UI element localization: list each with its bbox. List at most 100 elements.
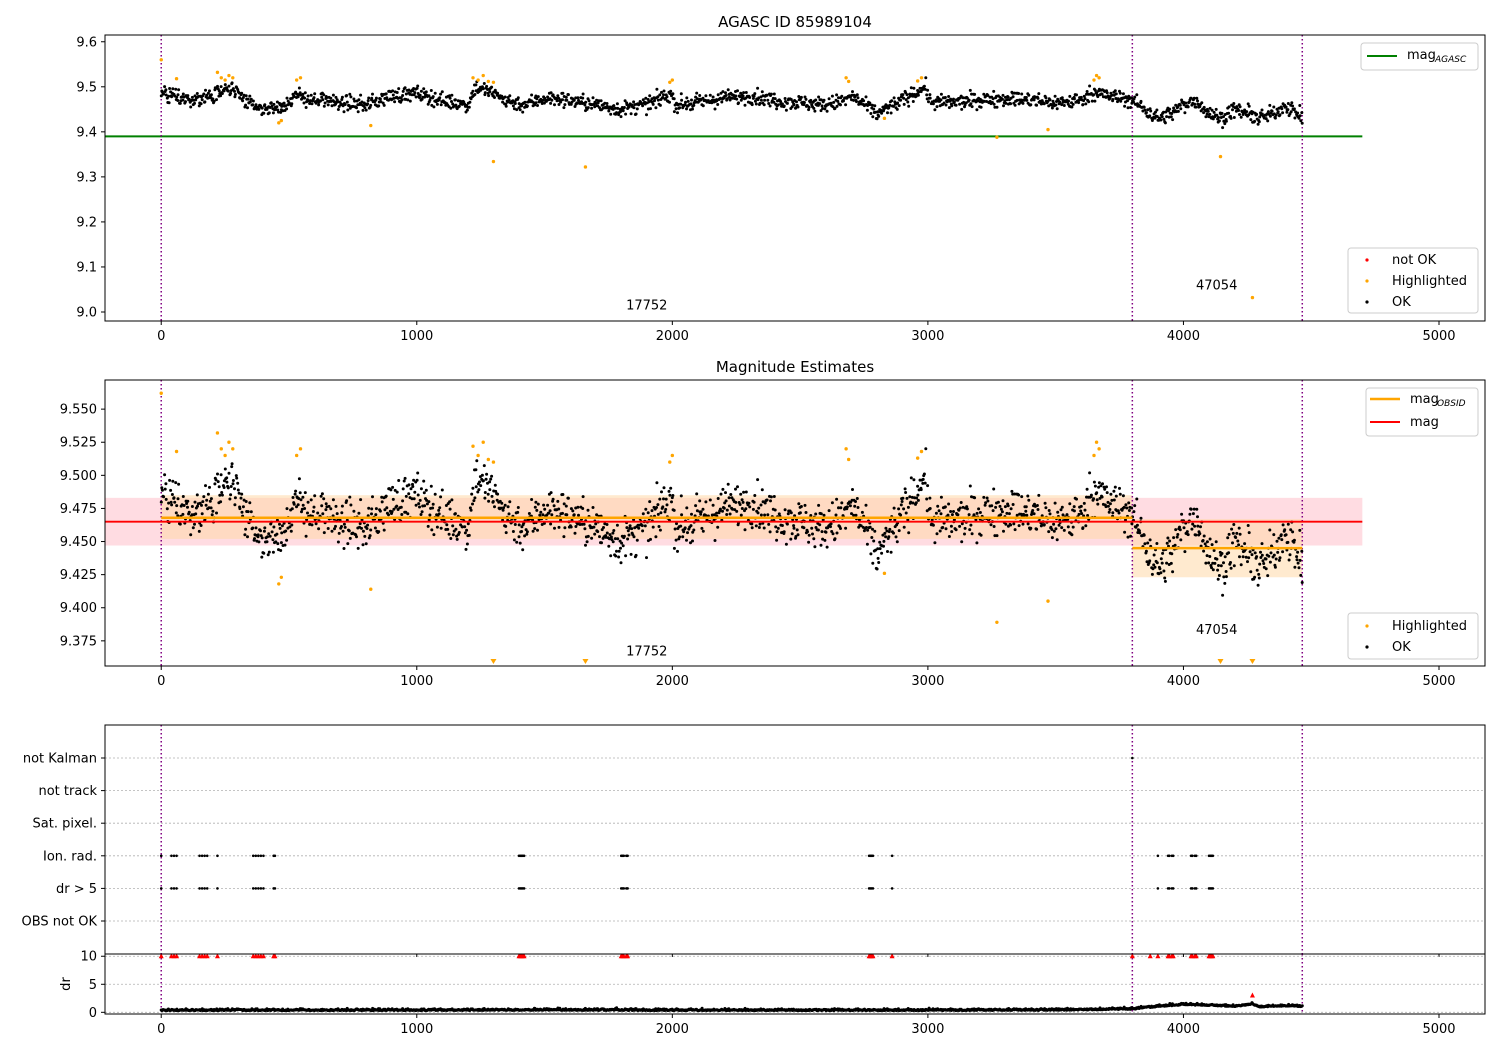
- data-point-ok: [822, 98, 826, 102]
- data-point-highlighted: [670, 78, 675, 82]
- data-point-ok: [632, 535, 636, 539]
- data-point-ok: [444, 504, 448, 507]
- data-point-ok: [720, 100, 724, 104]
- data-point-ok: [1042, 102, 1046, 106]
- data-point-ok: [751, 96, 755, 100]
- data-point-ok: [1232, 116, 1236, 119]
- data-point-ok: [839, 527, 842, 530]
- data-point-ok: [349, 503, 353, 507]
- data-point-ok: [1212, 549, 1216, 552]
- data-point-ok: [1054, 103, 1058, 107]
- data-point-ok: [1220, 111, 1224, 115]
- data-point-ok: [500, 501, 504, 505]
- data-point-ok: [209, 497, 213, 501]
- data-point-ok: [163, 473, 167, 477]
- data-point-ok: [875, 567, 879, 571]
- data-point-ok: [216, 480, 220, 484]
- data-point-ok: [1010, 489, 1014, 493]
- data-point-ok: [871, 103, 874, 107]
- data-point-highlighted: [846, 457, 851, 462]
- data-point-ok: [525, 532, 529, 536]
- data-point-ok: [415, 478, 419, 482]
- data-point-ok: [1118, 486, 1121, 490]
- data-point-ok: [167, 101, 171, 105]
- data-point-ok: [479, 484, 483, 488]
- data-point-ok: [263, 103, 267, 107]
- y-tick-label: 9.500: [60, 469, 97, 484]
- data-point-ok: [672, 508, 676, 512]
- data-point-ok: [345, 100, 349, 104]
- data-point-ok: [220, 493, 224, 497]
- data-point-ok: [363, 534, 367, 538]
- data-point-ok: [766, 513, 770, 517]
- data-point-ok: [370, 96, 374, 100]
- data-point-ok: [561, 91, 565, 95]
- data-point-ok: [1188, 512, 1192, 516]
- data-point-ok: [263, 526, 267, 530]
- data-point-ok: [734, 94, 738, 98]
- data-point-ok: [1173, 543, 1177, 547]
- data-point-ok: [885, 104, 889, 108]
- data-point-ok: [423, 95, 427, 99]
- data-point-ok: [260, 106, 264, 110]
- data-point-ok: [905, 496, 909, 500]
- data-point-ok: [290, 523, 294, 527]
- data-point-ok: [453, 98, 457, 102]
- data-point-ok: [404, 92, 408, 96]
- data-point-ok: [209, 93, 213, 97]
- data-point-ok: [1202, 111, 1206, 115]
- data-point-ok: [904, 491, 908, 494]
- data-point-ok: [1037, 92, 1041, 96]
- data-point-ok: [698, 94, 702, 97]
- data-point-ok: [923, 481, 927, 485]
- data-point-ok: [175, 95, 179, 99]
- data-point-ok: [654, 535, 658, 539]
- data-point-ok: [1049, 525, 1053, 529]
- data-point-ok: [1012, 522, 1016, 526]
- data-point-ok: [1060, 526, 1064, 530]
- data-point-ok: [752, 500, 756, 504]
- x-tick-label: 5000: [1422, 674, 1455, 689]
- data-point-ok: [616, 106, 620, 110]
- data-point-ok: [301, 92, 305, 96]
- data-point-ok: [1054, 527, 1058, 531]
- data-point-ok: [973, 496, 977, 500]
- flag-point: [1211, 854, 1215, 858]
- data-point-ok: [777, 512, 781, 516]
- data-point-ok: [1081, 526, 1085, 530]
- data-point-ok: [1095, 498, 1099, 502]
- data-point-ok: [802, 101, 806, 104]
- data-point-ok: [195, 493, 199, 497]
- data-point-ok: [164, 497, 168, 501]
- data-point-ok: [1096, 95, 1100, 99]
- data-point-ok: [1024, 96, 1028, 99]
- data-point-ok: [440, 90, 444, 94]
- data-point-ok: [773, 508, 777, 512]
- data-point-ok: [734, 500, 738, 504]
- data-point-ok: [310, 102, 314, 106]
- flag-point: [1194, 887, 1198, 890]
- data-point-ok: [593, 532, 597, 536]
- data-point-ok: [546, 503, 550, 507]
- data-point-ok: [297, 86, 301, 90]
- data-point-ok: [982, 92, 986, 96]
- data-point-ok: [1009, 507, 1013, 511]
- data-point-ok: [249, 510, 253, 514]
- data-point-ok: [934, 511, 938, 515]
- data-point-ok: [272, 102, 276, 106]
- data-point-ok: [352, 509, 356, 513]
- data-point-ok: [886, 550, 889, 553]
- data-point-ok: [1190, 527, 1194, 531]
- data-point-ok: [251, 526, 255, 530]
- data-point-ok: [244, 527, 248, 531]
- data-point-ok: [189, 533, 193, 537]
- data-point-ok: [236, 88, 240, 91]
- data-point-ok: [1092, 93, 1096, 97]
- data-point-ok: [844, 526, 848, 530]
- data-point-ok: [1221, 126, 1225, 130]
- data-point-ok: [823, 107, 827, 111]
- data-point-ok: [1194, 105, 1198, 109]
- data-point-ok: [1248, 550, 1252, 554]
- data-point-ok: [561, 493, 565, 496]
- data-point-ok: [1223, 581, 1227, 585]
